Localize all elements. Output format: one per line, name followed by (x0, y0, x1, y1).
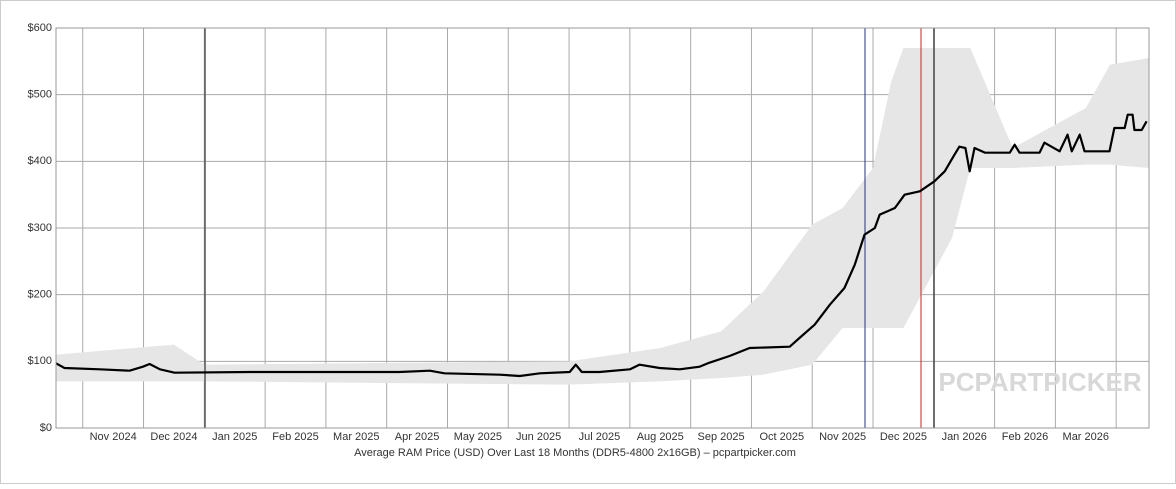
x-tick-label: Feb 2026 (1002, 431, 1048, 443)
x-tick-label: Jun 2025 (516, 431, 561, 443)
y-tick-label: $300 (28, 222, 52, 234)
x-tick-label: Apr 2025 (395, 431, 440, 443)
y-tick-label: $100 (28, 355, 52, 367)
plot-border (55, 27, 1150, 429)
x-tick-label: Aug 2025 (637, 431, 684, 443)
x-tick-label: Jan 2025 (212, 431, 257, 443)
x-tick-label: Sep 2025 (697, 431, 744, 443)
x-tick-label: Jul 2025 (579, 431, 621, 443)
x-tick-label: Jan 2026 (942, 431, 987, 443)
x-tick-label: Feb 2025 (272, 431, 318, 443)
y-tick-label: $0 (40, 422, 52, 434)
x-tick-label: Dec 2025 (880, 431, 927, 443)
x-tick-label: Dec 2024 (150, 431, 197, 443)
y-tick-label: $600 (28, 22, 52, 34)
y-tick-label: $200 (28, 289, 52, 301)
watermark: PCPARTPICKER (938, 367, 1141, 397)
x-axis-title: Average RAM Price (USD) Over Last 18 Mon… (354, 447, 796, 459)
x-tick-label: May 2025 (454, 431, 502, 443)
x-tick-label: Oct 2025 (760, 431, 805, 443)
price-line (55, 113, 1148, 378)
y-tick-label: $400 (28, 155, 52, 167)
x-tick-label: Nov 2024 (90, 431, 137, 443)
x-tick-label: Mar 2026 (1063, 431, 1109, 443)
x-tick-label: Mar 2025 (333, 431, 379, 443)
x-tick-label: Nov 2025 (819, 431, 866, 443)
price-range-band (56, 48, 1149, 385)
y-tick-label: $500 (28, 89, 52, 101)
